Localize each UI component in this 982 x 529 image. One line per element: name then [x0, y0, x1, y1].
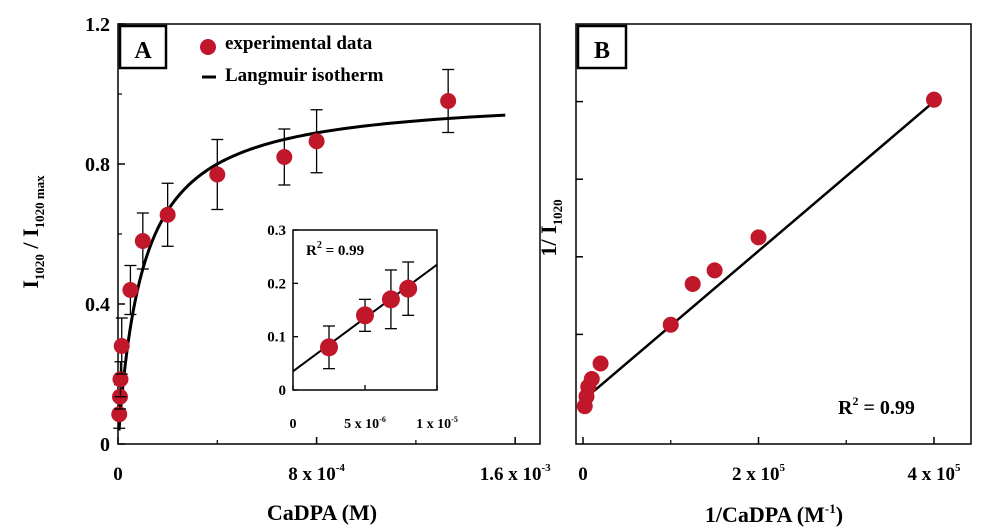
panel-b-label: B	[594, 38, 610, 64]
y-tick-label: 1.2	[85, 14, 110, 36]
panel-b-data-point	[926, 91, 942, 108]
inset-y-tick-label: 0.3	[267, 223, 286, 239]
data-point	[111, 406, 128, 423]
inset-x-tick-label: 5 x 10-6	[344, 415, 386, 432]
data-point	[113, 338, 130, 354]
panel-b-r-squared: R2 = 0.99	[838, 394, 915, 419]
panel-b-data-point	[583, 371, 600, 388]
panel-a-x-axis-label: CaDPA (M)	[267, 500, 377, 525]
panel-b-y-axis-label: 1/ I1020	[536, 199, 565, 256]
panel-b-data-points	[576, 91, 942, 415]
x-tick-label: 8 x 10-4	[288, 462, 345, 485]
x-tick-label: 0	[113, 464, 123, 485]
inset-x-tick-label: 1 x 10-5	[416, 415, 458, 432]
inset-y-tick-label: 0.1	[267, 330, 286, 346]
inset-y-tick-label: 0	[279, 383, 287, 399]
panel-a-axes: 0 0.4 0.8 1.2 0 8 x 10-4 1.6 x 10-3	[85, 14, 551, 485]
panel-b-x-axis-label: 1/CaDPA (M-1)	[705, 501, 843, 527]
inset-axes: 0 0.1 0.2 0.3 0 5 x 10-6 1 x 10-5	[267, 223, 458, 432]
panel-a-label-box: A	[118, 24, 168, 70]
data-point	[134, 233, 151, 249]
inset-plot: 0 0.1 0.2 0.3 0 5 x 10-6 1 x 10-5 R2 = 0.99	[267, 223, 458, 432]
data-point	[159, 206, 176, 223]
inset-r-squared: R2 = 0.99	[306, 240, 364, 259]
panel-b-data-point	[684, 275, 701, 292]
y-tick-label: 0.4	[85, 294, 110, 316]
panel-b: B 0 2 x 105 4 x 105 R2 = 0.99 1/ I1020 1/C…	[536, 23, 972, 527]
panel-a: A 0 0.4 0.8 1.2 0 8 x 10-4 1.6 x 10-3 experime…	[18, 14, 551, 525]
data-point	[122, 282, 139, 298]
panel-b-data-point	[706, 262, 723, 279]
panel-a-label: A	[134, 38, 152, 64]
panel-b-fit-line	[582, 100, 935, 402]
panel-a-data-points	[111, 68, 457, 429]
inset-x-tick-label: 0	[290, 417, 297, 432]
inset-data-point	[399, 279, 418, 298]
data-point	[308, 133, 325, 150]
panel-b-x-tick-label: 4 x 105	[908, 462, 962, 485]
y-tick-label: 0	[100, 434, 110, 456]
panel-b-x-tick-label: 2 x 105	[732, 462, 786, 485]
legend: experimental data Langmuir isotherm	[200, 33, 384, 86]
panel-b-axes: 0 2 x 105 4 x 105	[576, 100, 962, 485]
legend-marker-label: experimental data	[225, 33, 373, 54]
data-point	[209, 166, 226, 183]
x-tick-label: 1.6 x 10-3	[480, 462, 551, 485]
legend-marker-symbol	[200, 39, 216, 55]
inset-data-points	[320, 261, 418, 370]
panel-b-label-box: B	[576, 24, 628, 70]
panel-b-data-point	[592, 355, 609, 372]
inset-data-point	[356, 306, 374, 325]
legend-line-label: Langmuir isotherm	[225, 65, 384, 86]
data-point	[276, 149, 293, 165]
inset-y-tick-label: 0.2	[267, 276, 286, 292]
inset-data-point	[320, 338, 338, 357]
panel-b-data-point	[662, 316, 679, 333]
y-tick-label: 0.8	[85, 154, 110, 176]
panel-b-fit-line	[582, 100, 935, 402]
data-point	[440, 93, 457, 109]
data-point	[112, 371, 129, 388]
panel-a-y-axis-label: I1020 / I1020 max	[18, 175, 47, 289]
panel-b-x-tick-label: 0	[578, 464, 588, 485]
inset-data-point	[381, 290, 400, 309]
panel-b-data-point	[750, 229, 767, 246]
panel-b-plot-area	[575, 23, 972, 445]
